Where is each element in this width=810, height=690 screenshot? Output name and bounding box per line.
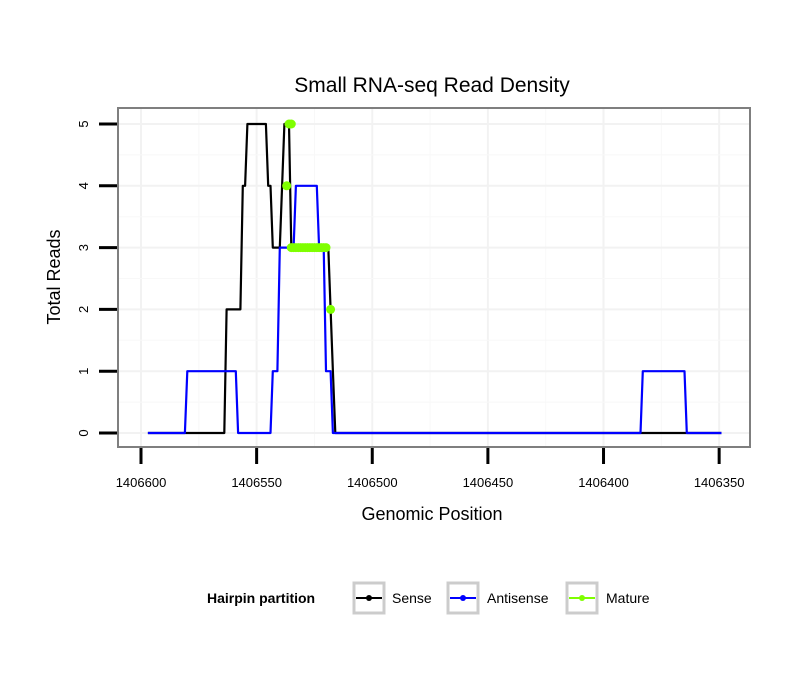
data-point-mature — [326, 304, 336, 314]
y-tick-label: 5 — [76, 120, 91, 127]
series-line-antisense — [147, 184, 722, 435]
x-tick-label: 1406550 — [231, 475, 282, 490]
legend-label-sense: Sense — [392, 590, 432, 606]
legend-item-antisense: Antisense — [446, 581, 549, 615]
y-tick-label: 0 — [76, 429, 91, 436]
legend-item-sense: Sense — [352, 581, 432, 615]
legend-key-dot-sense — [366, 595, 372, 601]
chart-title: Small RNA-seq Read Density — [294, 74, 570, 97]
plot-background — [118, 108, 750, 447]
x-tick-label: 1406350 — [694, 475, 745, 490]
legend-key-dot-mature — [579, 595, 585, 601]
plot-panel-border — [117, 107, 751, 448]
legend-key-dot-antisense — [460, 595, 466, 601]
data-point-mature — [321, 243, 331, 253]
legend-item-mature: Mature — [565, 581, 650, 615]
y-tick-label: 2 — [76, 306, 91, 313]
data-point-mature — [286, 119, 296, 129]
grid — [118, 108, 750, 447]
legend: Hairpin partition Sense Antisense Mature — [207, 581, 650, 615]
data-point-mature — [282, 181, 292, 191]
legend-label-mature: Mature — [606, 590, 650, 606]
x-tick-label: 1406400 — [578, 475, 629, 490]
series-layer — [147, 119, 722, 435]
x-axis-label: Genomic Position — [361, 504, 502, 524]
y-tick-label: 3 — [76, 244, 91, 251]
y-tick-label: 1 — [76, 368, 91, 375]
x-axis: 1406600 1406550 1406500 1406450 1406400 14063… — [116, 448, 745, 490]
legend-title: Hairpin partition — [207, 590, 315, 606]
y-axis-label: Total Reads — [44, 229, 64, 324]
x-tick-label: 1406500 — [347, 475, 398, 490]
legend-label-antisense: Antisense — [487, 590, 549, 606]
x-tick-label: 1406450 — [463, 475, 514, 490]
y-tick-label: 4 — [76, 182, 91, 189]
x-tick-label: 1406600 — [116, 475, 167, 490]
y-axis: 0 1 2 3 4 5 — [76, 120, 117, 437]
